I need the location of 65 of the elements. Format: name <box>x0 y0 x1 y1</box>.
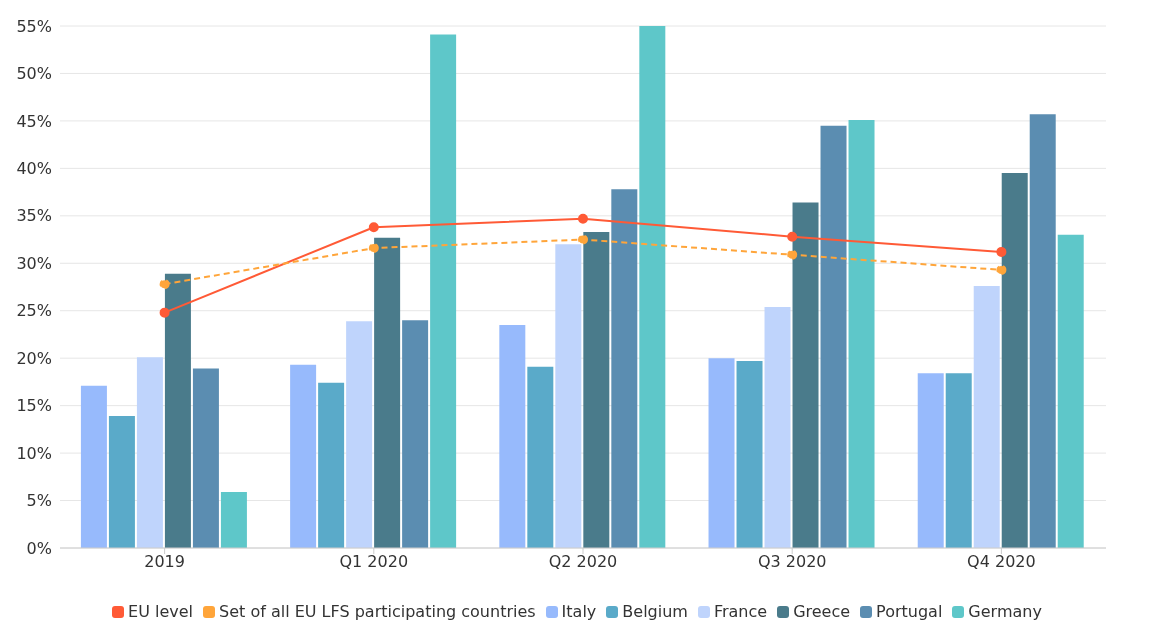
y-tick-label: 45% <box>16 111 52 131</box>
bar <box>164 273 191 548</box>
bar <box>346 321 373 548</box>
bar <box>220 492 247 548</box>
y-tick-label: 10% <box>16 443 52 463</box>
y-tick-label: 20% <box>16 348 52 368</box>
point <box>578 213 588 224</box>
y-tick-label: 55% <box>16 16 52 36</box>
y-tick-label: 0% <box>26 538 52 558</box>
point <box>159 307 170 318</box>
bar <box>402 320 429 548</box>
y-tick-label: 5% <box>26 491 52 511</box>
bar <box>820 125 847 548</box>
bar <box>583 231 610 548</box>
bar <box>764 306 791 548</box>
bar <box>611 189 638 548</box>
point <box>368 222 379 233</box>
y-tick-label: 40% <box>16 159 52 179</box>
point <box>787 231 798 242</box>
x-tick-label: Q1 2020 <box>339 552 409 572</box>
bar <box>374 237 401 548</box>
bar <box>108 416 135 548</box>
bar <box>527 366 554 548</box>
bar <box>192 368 219 548</box>
x-tick-label: Q2 2020 <box>548 552 618 572</box>
bar <box>318 382 345 548</box>
point <box>159 279 170 290</box>
bar <box>792 202 819 548</box>
bar <box>1001 173 1028 548</box>
x-tick-label: 2019 <box>144 552 185 572</box>
bar <box>80 385 107 548</box>
point <box>368 243 379 254</box>
y-tick-label: 25% <box>16 301 52 321</box>
bar <box>1029 114 1056 548</box>
bar <box>848 119 875 548</box>
bar <box>736 361 763 548</box>
legend-label: Italy <box>560 602 597 621</box>
bar <box>973 286 1000 548</box>
point <box>578 234 588 245</box>
point <box>996 246 1007 257</box>
legend-label: Portugal <box>875 602 943 621</box>
legend-label: Germany <box>967 602 1042 621</box>
bar <box>639 26 666 548</box>
y-tick-label: 50% <box>16 64 52 84</box>
bar <box>917 373 944 548</box>
legend-label: EU level <box>127 602 194 621</box>
legend-label: France <box>712 602 768 621</box>
x-tick-label: Q3 2020 <box>757 552 827 572</box>
bar <box>945 373 972 548</box>
bar <box>290 364 317 548</box>
y-tick-label: 15% <box>16 396 52 416</box>
bar <box>555 244 582 548</box>
legend-label: Set of all EU LFS participating countries <box>218 602 536 621</box>
point <box>787 249 798 260</box>
legend-label: Greece <box>792 602 851 621</box>
bar <box>499 324 526 548</box>
y-tick-label: 35% <box>16 206 52 226</box>
x-tick-label: Q4 2020 <box>967 552 1036 572</box>
bar <box>430 34 457 548</box>
bar <box>1057 234 1084 548</box>
legend-label: Belgium <box>621 602 688 621</box>
bar <box>708 358 735 548</box>
bar <box>136 357 163 548</box>
point <box>996 264 1007 275</box>
y-tick-label: 30% <box>16 253 52 273</box>
